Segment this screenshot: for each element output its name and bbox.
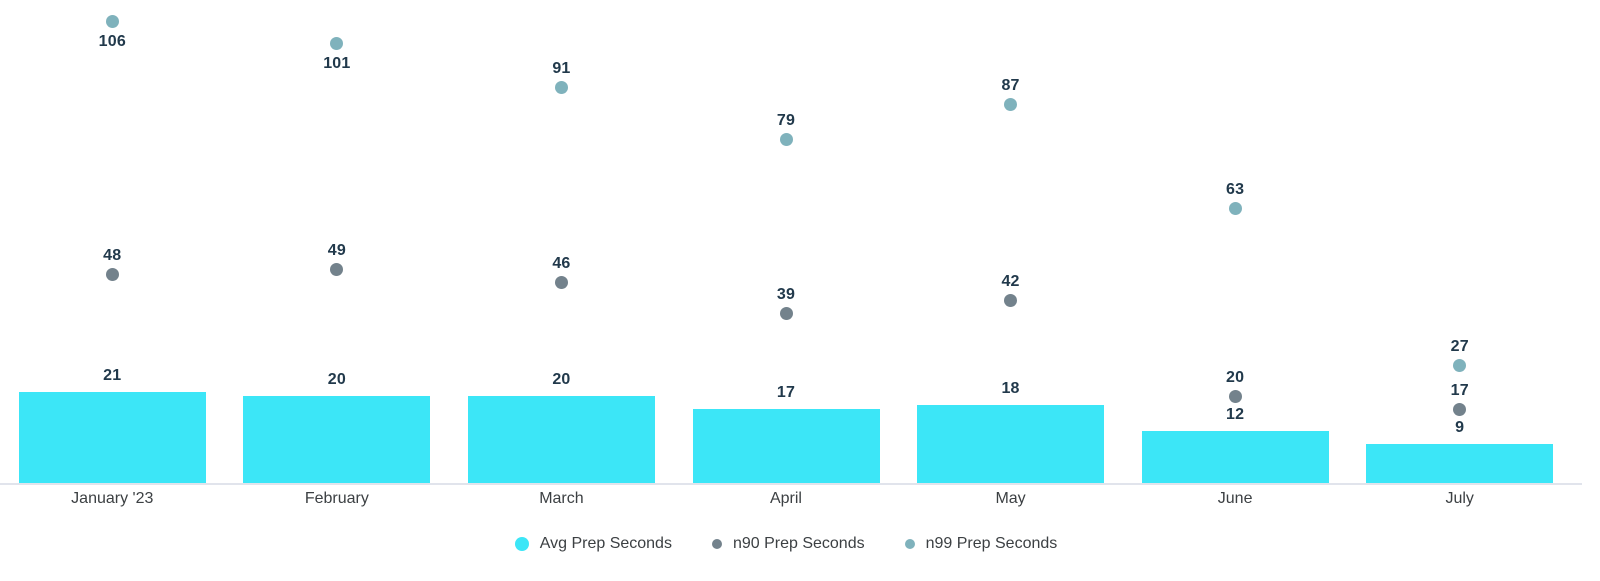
plot-area: 21 48 106 20 49 101 20 46 91 17 39 79 18 42 87 12 20 63 9 1… — [0, 15, 1582, 485]
n90-point[interactable] — [779, 306, 793, 320]
point-value-label: 42 — [1001, 272, 1020, 290]
point-value-label: 46 — [552, 255, 571, 273]
legend-item-n99-prep-seconds[interactable]: n99 Prep Seconds — [904, 535, 1058, 553]
bar-value-label: 20 — [552, 371, 571, 388]
point-value-label: 79 — [776, 111, 796, 129]
legend-marker-icon — [514, 537, 529, 551]
point-value-label: 17 — [1450, 381, 1469, 399]
n99-point[interactable] — [330, 37, 344, 51]
point-value-label: 27 — [1450, 338, 1469, 356]
n90-point[interactable] — [1453, 402, 1467, 416]
n99-point[interactable] — [105, 15, 119, 29]
point-value-label: 39 — [776, 285, 796, 303]
x-axis-labels: January '23 February March April May June July — [0, 487, 1572, 511]
legend-label: Avg Prep Seconds — [539, 535, 672, 552]
legend-label: n90 Prep Seconds — [732, 535, 865, 552]
bar-avg-prep-seconds[interactable] — [692, 409, 880, 483]
n90-point[interactable] — [1228, 389, 1242, 403]
legend-item-avg-prep-seconds[interactable]: Avg Prep Seconds — [514, 535, 672, 553]
n90-point[interactable] — [105, 267, 119, 281]
point-value-label: 106 — [98, 33, 126, 51]
bar-avg-prep-seconds[interactable] — [1366, 443, 1554, 483]
n99-point[interactable] — [554, 80, 568, 94]
bar-avg-prep-seconds[interactable] — [467, 396, 655, 483]
bar-value-label: 18 — [1001, 379, 1020, 397]
x-axis-label: February — [304, 490, 369, 507]
x-axis-label: March — [539, 490, 584, 507]
bar-avg-prep-seconds[interactable] — [1141, 430, 1329, 483]
bar-value-label: 20 — [327, 371, 346, 388]
n90-point[interactable] — [1004, 293, 1018, 307]
point-value-label: 87 — [1001, 77, 1020, 95]
x-axis-label: May — [995, 490, 1026, 507]
n90-point[interactable] — [330, 263, 344, 277]
legend-item-n90-prep-seconds[interactable]: n90 Prep Seconds — [711, 535, 865, 553]
bar-value-label: 21 — [103, 366, 122, 384]
bar-value-label: 9 — [1455, 418, 1465, 436]
bar-avg-prep-seconds[interactable] — [243, 396, 431, 483]
bar-value-label: 12 — [1226, 405, 1245, 423]
n99-point[interactable] — [779, 132, 793, 146]
legend-marker-icon — [904, 539, 915, 549]
bar-value-label: 17 — [776, 384, 796, 402]
x-axis-label: July — [1445, 490, 1474, 507]
x-axis-label: January '23 — [71, 490, 154, 507]
n99-point[interactable] — [1453, 359, 1467, 373]
legend-marker-icon — [711, 539, 722, 549]
x-axis-label: April — [769, 490, 802, 507]
point-value-label: 49 — [327, 242, 346, 260]
point-value-label: 20 — [1226, 368, 1245, 386]
chart-legend: Avg Prep Seconds n90 Prep Seconds n99 Prep… — [0, 532, 1572, 556]
n90-point[interactable] — [554, 276, 568, 290]
x-axis-label: June — [1217, 490, 1253, 507]
bar-avg-prep-seconds[interactable] — [18, 391, 206, 483]
point-value-label: 48 — [103, 246, 122, 264]
point-value-label: 91 — [552, 59, 571, 77]
x-axis-line — [0, 483, 1582, 485]
point-value-label: 101 — [323, 55, 351, 73]
n99-point[interactable] — [1228, 202, 1242, 216]
bar-avg-prep-seconds[interactable] — [917, 404, 1105, 483]
point-value-label: 63 — [1226, 181, 1245, 199]
legend-label: n99 Prep Seconds — [925, 535, 1058, 552]
n99-point[interactable] — [1004, 98, 1018, 112]
